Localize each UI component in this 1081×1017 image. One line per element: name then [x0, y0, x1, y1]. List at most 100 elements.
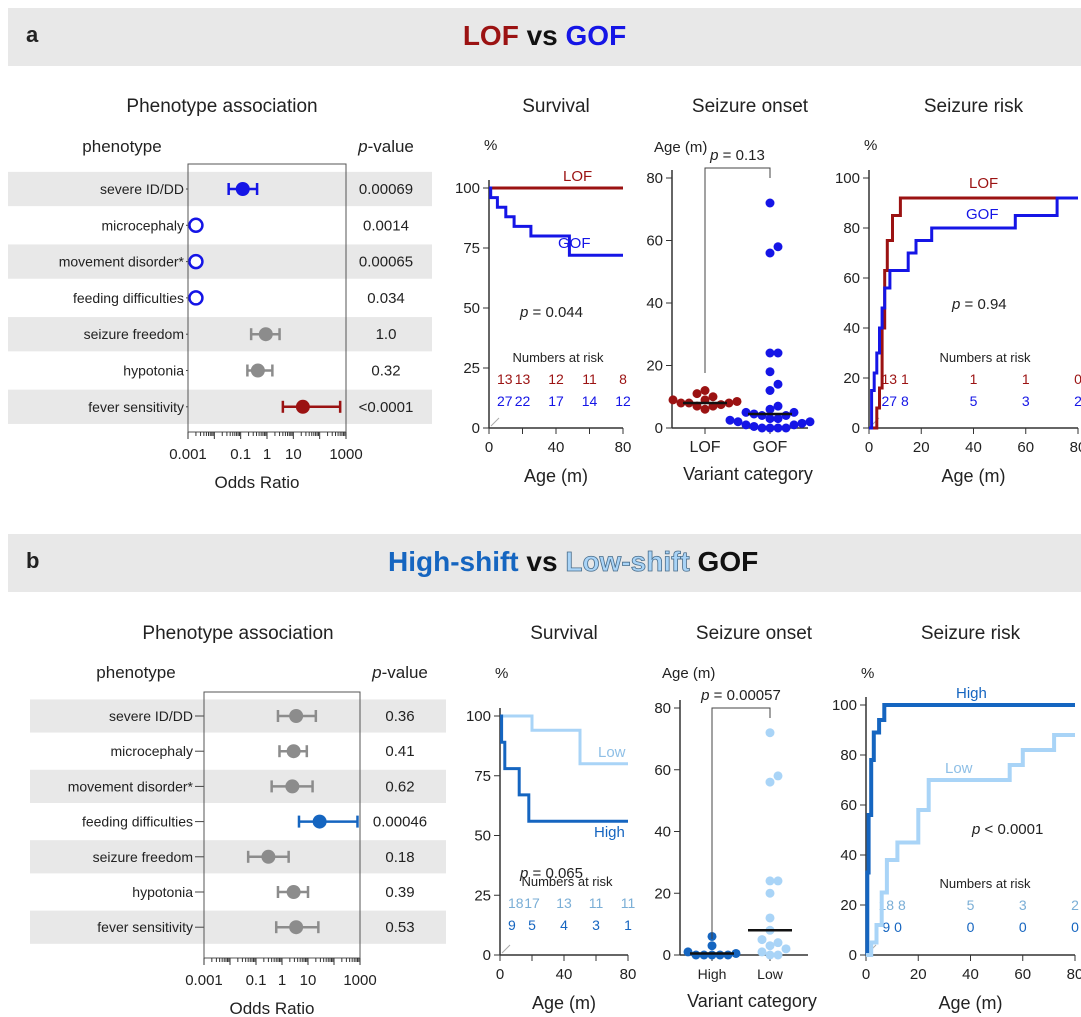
p-value-annotation: p = 0.065	[519, 865, 583, 882]
data-point-gof	[773, 414, 783, 424]
y-tick-label: 80	[843, 220, 860, 237]
phenotype-label: seizure freedom	[93, 849, 193, 865]
y-unit-label: %	[484, 137, 497, 154]
data-point-gof	[773, 423, 783, 433]
y-tick-label: 0	[849, 947, 857, 964]
y-tick-label: 0	[472, 420, 480, 437]
x-tick-label: 1	[263, 446, 271, 463]
p-value-text: <0.0001	[359, 399, 414, 416]
significance-bracket	[711, 707, 771, 939]
phenotype-label: feeding difficulties	[73, 290, 184, 306]
odds-ratio-point	[250, 363, 265, 378]
odds-ratio-point	[286, 885, 301, 899]
category-label: High	[698, 966, 727, 982]
y-tick-label: 80	[654, 700, 671, 717]
p-value-text: 0.00046	[373, 814, 427, 831]
data-point-low	[765, 950, 775, 960]
p-value-text: 0.034	[367, 290, 405, 307]
x-axis-label: Variant category	[687, 991, 817, 1011]
risk-count: 1	[970, 371, 978, 387]
risk-count: 5	[528, 917, 536, 933]
data-point-gof	[765, 198, 775, 208]
y-tick-label: 25	[474, 887, 491, 904]
p-value-text: 0.00069	[359, 181, 413, 198]
data-point-gof	[797, 418, 807, 428]
y-tick-label: 75	[463, 240, 480, 257]
p-value-annotation: p = 0.00057	[700, 687, 781, 704]
data-point-gof	[765, 248, 775, 258]
y-unit-label: Age (m)	[654, 139, 707, 156]
data-point-low	[765, 728, 775, 738]
odds-ratio-point	[188, 217, 204, 234]
y-unit-label: %	[495, 665, 508, 682]
panel-a-letter: a	[26, 22, 39, 47]
y-unit-label: %	[864, 137, 877, 154]
series-line-gof	[489, 186, 623, 257]
x-tick-label: 1	[278, 972, 286, 989]
plot-title: Survival	[522, 96, 590, 117]
data-point-high	[715, 950, 725, 960]
data-point-high	[707, 950, 717, 960]
x-tick-label: 0	[496, 966, 504, 983]
x-tick-label: 0.001	[169, 446, 207, 463]
risk-count: 12	[548, 371, 564, 387]
data-point-lof	[668, 395, 678, 405]
data-point-low	[765, 941, 775, 951]
risk-count: 9 0	[882, 919, 902, 935]
row-stripe	[8, 244, 432, 279]
x-axis-label: Odds Ratio	[214, 473, 299, 492]
data-point-lof	[700, 404, 710, 414]
data-point-gof	[773, 242, 783, 252]
panel-a-title: LOF vs GOF	[8, 20, 1081, 52]
row-stripe	[8, 171, 432, 207]
risk-count: 1	[624, 917, 632, 933]
series-label-lof: LOF	[969, 175, 998, 192]
p-value-annotation: p = 0.94	[951, 296, 1007, 313]
y-tick-label: 100	[835, 170, 860, 187]
y-tick-label: 20	[840, 897, 857, 914]
data-point-lof	[732, 396, 742, 406]
data-point-low	[757, 935, 767, 945]
data-point-gof	[765, 404, 775, 414]
odds-ratio-point	[289, 709, 304, 723]
series-label-low: Low	[945, 760, 973, 777]
data-point-low	[773, 876, 783, 886]
x-tick-label: 0	[485, 439, 493, 456]
risk-count: 2	[1074, 393, 1081, 409]
risk-count: 11	[589, 895, 604, 911]
row-stripe	[8, 389, 432, 424]
y-tick-label: 100	[832, 697, 857, 714]
risk-count: 13	[556, 895, 572, 911]
data-point-low	[781, 944, 791, 954]
y-tick-label: 100	[455, 180, 480, 197]
risk-count: 17	[524, 895, 540, 911]
plot-title: Seizure onset	[692, 96, 809, 117]
risk-count: 3	[1022, 393, 1030, 409]
y-tick-label: 40	[654, 824, 671, 841]
x-tick-label: 0.1	[230, 446, 251, 463]
numbers-at-risk-title: Numbers at risk	[939, 876, 1031, 891]
pvalue-header: p-value	[357, 137, 414, 156]
pvalue-header: p-value	[371, 663, 428, 682]
data-point-gof	[765, 367, 775, 377]
risk-count: 4	[560, 917, 568, 933]
phenotype-label: severe ID/DD	[109, 708, 193, 724]
data-point-gof	[757, 411, 767, 420]
data-point-lof	[708, 392, 718, 402]
odds-ratio-point	[289, 920, 304, 935]
risk-count: 13 1	[882, 371, 909, 387]
x-tick-label: 80	[615, 439, 632, 456]
x-axis-label: Odds Ratio	[229, 999, 314, 1017]
p-value-text: 0.32	[371, 363, 400, 380]
x-tick-label: 20	[913, 439, 930, 456]
x-tick-label: 0	[862, 966, 870, 983]
data-point-lof	[692, 389, 702, 399]
risk-count: 22	[515, 393, 531, 409]
p-value-annotation: p < 0.0001	[971, 821, 1043, 838]
data-point-gof	[765, 423, 775, 433]
p-value-annotation: p = 0.13	[709, 147, 765, 164]
data-point-lof	[716, 400, 726, 410]
data-point-gof	[781, 411, 791, 420]
series-label-low: Low	[598, 744, 626, 761]
data-point-low	[765, 777, 775, 787]
